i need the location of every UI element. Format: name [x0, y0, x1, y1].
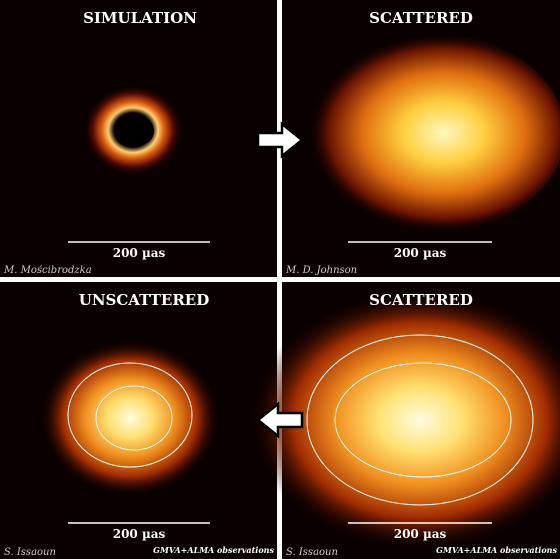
- credit: M. D. Johnson: [285, 265, 357, 276]
- panel-title: SIMULATION: [83, 9, 197, 27]
- credit: S. Issaoun: [4, 547, 56, 558]
- arrow-left: [255, 401, 304, 439]
- note: GMVA+ALMA observations: [153, 545, 274, 555]
- panel-title: SCATTERED: [369, 291, 473, 309]
- contour: [67, 362, 193, 468]
- panel-title: SCATTERED: [369, 9, 473, 27]
- scale-label: 200 µas: [113, 246, 166, 260]
- contour: [95, 385, 173, 451]
- contour: [306, 334, 534, 506]
- scattered-observed-image: [250, 290, 560, 550]
- shadow: [126, 117, 154, 145]
- scattered-image: [295, 33, 560, 233]
- scale-label: 200 µas: [113, 527, 166, 541]
- scale-label: 200 µas: [394, 527, 447, 541]
- arrow-right: [256, 121, 305, 159]
- scale-label: 200 µas: [394, 246, 447, 260]
- note: GMVA+ALMA observations: [436, 545, 557, 555]
- panel-title: UNSCATTERED: [79, 291, 210, 309]
- credit: M. Mościbrodzka: [3, 265, 92, 276]
- contour: [334, 362, 512, 478]
- credit: S. Issaoun: [286, 547, 338, 558]
